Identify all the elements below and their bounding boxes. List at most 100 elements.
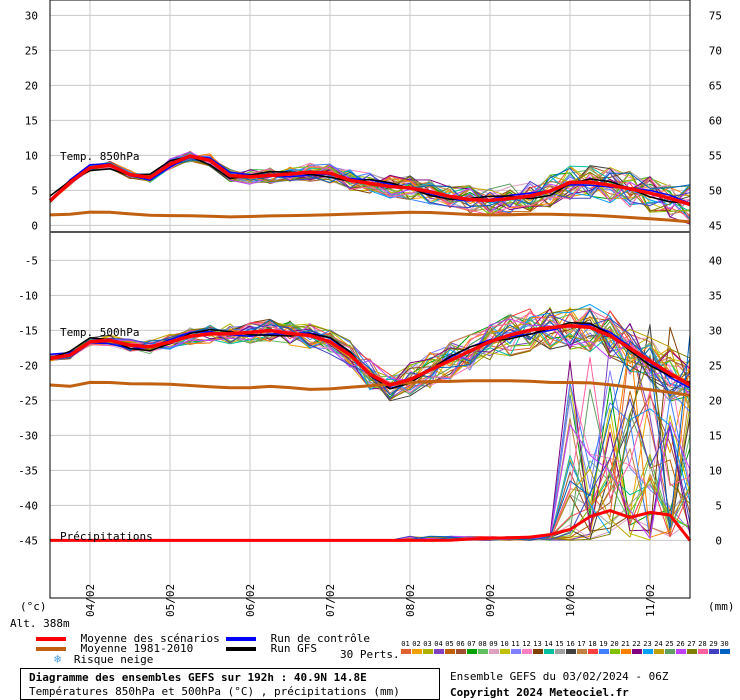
- pert-swatch: [653, 649, 664, 654]
- pert-swatch: [675, 649, 686, 654]
- left-tick-label: -30: [18, 429, 38, 442]
- left-tick-label: -45: [18, 534, 38, 547]
- legend-label-snow: Risque neige: [73, 653, 154, 666]
- pert-number: 06: [456, 640, 465, 648]
- left-tick-label: -20: [18, 359, 38, 372]
- pert-swatch: [686, 649, 697, 654]
- pert-number: 27: [687, 640, 696, 648]
- pert-number: 30: [720, 640, 729, 648]
- right-tick-label: 55: [709, 149, 722, 162]
- right-unit: (mm): [708, 600, 735, 613]
- pert-chip: 21: [620, 640, 631, 654]
- x-tick-label: 07/02: [324, 584, 337, 617]
- pert-number: 22: [632, 640, 641, 648]
- pert-swatch: [697, 649, 708, 654]
- pert-number: 13: [533, 640, 542, 648]
- legend-label-mean: Moyenne des scénarios: [80, 632, 220, 645]
- right-tick-label: 0: [715, 534, 722, 547]
- pert-chip: 19: [598, 640, 609, 654]
- pert-number: 14: [544, 640, 553, 648]
- legend-label-gfs: Run GFS: [270, 642, 317, 655]
- x-tick-label: 10/02: [564, 584, 577, 617]
- pert-number: 20: [610, 640, 619, 648]
- pert-chip: 26: [675, 640, 686, 654]
- mean-line-t850: [48, 154, 691, 207]
- x-tick-label: 09/02: [484, 584, 497, 617]
- legend-swatch-gfs: [226, 647, 256, 651]
- right-tick-label: 40: [709, 254, 722, 267]
- pert-chip: 08: [477, 640, 488, 654]
- pert-chip: 02: [411, 640, 422, 654]
- pert-chip: 18: [587, 640, 598, 654]
- left-tick-label: -35: [18, 464, 38, 477]
- chart-series: [48, 150, 692, 542]
- right-tick-label: 65: [709, 79, 722, 92]
- pert-number: 02: [412, 640, 421, 648]
- pert-swatch: [422, 649, 433, 654]
- pert-swatch: [444, 649, 455, 654]
- pert-swatch: [521, 649, 532, 654]
- pert-chip: 29: [708, 640, 719, 654]
- pert-number: 10: [500, 640, 509, 648]
- pert-chip: 25: [664, 640, 675, 654]
- pert-chip: 22: [631, 640, 642, 654]
- pert-number: 17: [577, 640, 586, 648]
- plot-frame: [49, 0, 691, 599]
- right-tick-label: 35: [709, 289, 722, 302]
- legend-swatch-mean: [36, 637, 66, 641]
- pert-chip: 01: [400, 640, 411, 654]
- legend-control: Run de contrôle: [226, 632, 370, 645]
- left-tick-label: -10: [18, 289, 38, 302]
- pert-number: 09: [489, 640, 498, 648]
- right-tick-label: 25: [709, 359, 722, 372]
- pert-chip: 16: [565, 640, 576, 654]
- pert-swatch: [455, 649, 466, 654]
- right-tick-label: 20: [709, 394, 722, 407]
- member-line-t500: [49, 309, 691, 397]
- left-tick-label: 25: [25, 44, 38, 57]
- pert-chip: 09: [488, 640, 499, 654]
- pert-chip: 12: [521, 640, 532, 654]
- pert-number: 11: [511, 640, 520, 648]
- pert-chip: 17: [576, 640, 587, 654]
- clim-line-t850: [49, 210, 691, 224]
- pert-number: 18: [588, 640, 597, 648]
- left-tick-label: 5: [31, 184, 38, 197]
- pert-swatch: [708, 649, 719, 654]
- x-tick-label: 06/02: [244, 584, 257, 617]
- pert-swatch: [587, 649, 598, 654]
- run-label: Ensemble GEFS du 03/02/2024 - 06Z: [450, 670, 669, 683]
- chart-title: Diagramme des ensembles GEFS sur 192h : …: [29, 671, 367, 684]
- pert-swatch: [609, 649, 620, 654]
- legend-mean: Moyenne des scénarios: [36, 632, 220, 645]
- chart-subtitle: Températures 850hPa et 500hPa (°C) , pré…: [29, 685, 400, 698]
- legend-label-control: Run de contrôle: [270, 632, 370, 645]
- right-tick-label: 10: [709, 464, 722, 477]
- right-tick-label: 30: [709, 324, 722, 337]
- panel-label-t850: Temp. 850hPa: [60, 150, 139, 163]
- pert-swatch: [477, 649, 488, 654]
- pert-swatch: [510, 649, 521, 654]
- mean-line-t500: [49, 323, 691, 387]
- pert-swatch: [532, 649, 543, 654]
- legend-gfs: Run GFS: [226, 642, 317, 655]
- pert-swatch: [433, 649, 444, 654]
- right-tick-label: 15: [709, 429, 722, 442]
- pert-swatch: [543, 649, 554, 654]
- legend-swatch-clim: [36, 647, 66, 651]
- title-box: Diagramme des ensembles GEFS sur 192h : …: [20, 668, 440, 700]
- legend-clim: Moyenne 1981-2010: [36, 642, 193, 655]
- pert-number: 03: [423, 640, 432, 648]
- right-tick-label: 70: [709, 44, 722, 57]
- pert-chip: 30: [719, 640, 730, 654]
- chart-grid: [50, 0, 690, 598]
- pert-chip: 04: [433, 640, 444, 654]
- pert-number: 12: [522, 640, 531, 648]
- pert-number: 23: [643, 640, 652, 648]
- member-line-t500: [49, 322, 691, 411]
- copyright: Copyright 2024 Meteociel.fr: [450, 686, 629, 699]
- left-tick-label: 0: [31, 219, 38, 232]
- snowflake-icon: ❄: [54, 652, 62, 666]
- pert-number: 15: [555, 640, 564, 648]
